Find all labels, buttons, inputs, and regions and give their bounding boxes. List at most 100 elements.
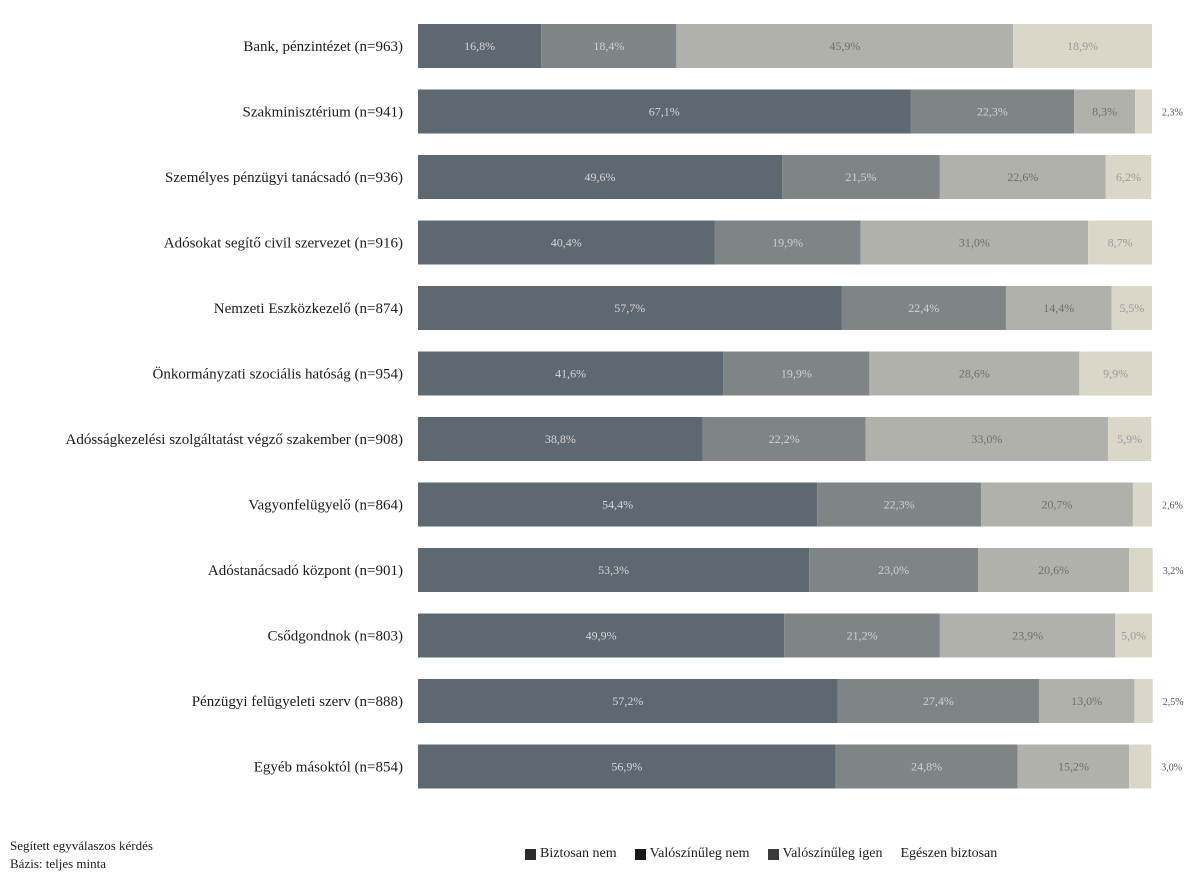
- bar-segment: [910, 89, 1075, 134]
- bar-row: Vagyonfelügyelő (n=864) 54,4% 22,3% 20,7% 2,…: [248, 482, 1183, 527]
- bar-segment: [782, 155, 940, 199]
- data-label: 67,1%: [649, 105, 680, 119]
- plot-area: Bank, pénzintézet (n=963) 16,8% 18,4% 45,9%…: [65, 24, 1184, 789]
- bar-segment: [1129, 548, 1153, 592]
- bar-segment: [418, 613, 785, 658]
- category-label: Önkormányzati szociális hatóság (n=954): [153, 366, 403, 383]
- data-label: 21,2%: [847, 629, 878, 643]
- bar-row: Személyes pénzügyi tanácsadó (n=936) 49,6…: [165, 155, 1152, 199]
- bar-segment: [714, 220, 861, 265]
- data-label: 8,3%: [1092, 105, 1117, 119]
- bar-segment: [817, 482, 981, 527]
- bar-segment: [418, 744, 836, 789]
- bar-segment: [676, 24, 1014, 68]
- bar-segment: [841, 286, 1006, 330]
- data-label: 57,7%: [614, 301, 645, 315]
- data-label: 22,2%: [769, 432, 800, 446]
- bar-segment: [418, 220, 715, 265]
- bar-row: Önkormányzati szociális hatóság (n=954) 4…: [153, 351, 1152, 396]
- bar-segment: [418, 679, 838, 723]
- data-label: 49,6%: [585, 170, 616, 184]
- bar-segment: [1088, 220, 1152, 265]
- data-label: 22,3%: [977, 105, 1008, 119]
- data-label: 22,6%: [1007, 170, 1038, 184]
- bar-segment: [1105, 155, 1152, 199]
- bar-row: Adóstanácsadó központ (n=901) 53,3% 23,0% 2…: [208, 548, 1184, 592]
- bar-segment: [860, 220, 1089, 265]
- bar-segment: [1074, 89, 1136, 134]
- data-label: 13,0%: [1071, 694, 1102, 708]
- bar-segment: [939, 155, 1106, 199]
- bar-segment: [1111, 286, 1152, 330]
- data-label: 45,9%: [829, 39, 860, 53]
- data-label: 9,9%: [1103, 367, 1128, 381]
- data-label: 2,5%: [1163, 697, 1184, 708]
- legend-swatch: [634, 848, 646, 860]
- bar-row: Szakminisztérium (n=941) 67,1% 22,3% 8,3% 2,…: [242, 89, 1183, 134]
- bar-row: Nemzeti Eszközkezelő (n=874) 57,7% 22,4% 14…: [214, 286, 1152, 330]
- bar-segment: [978, 548, 1130, 592]
- bar-segment: [418, 155, 783, 199]
- bar-segment: [541, 24, 677, 68]
- data-label: 2,6%: [1162, 501, 1183, 512]
- bar-row: Adósokat segítő civil szervezet (n=916) 4…: [164, 220, 1152, 265]
- data-label: 6,2%: [1116, 170, 1141, 184]
- data-label: 31,0%: [959, 236, 990, 250]
- bar-segment: [1005, 286, 1112, 330]
- bar-segment: [418, 24, 542, 68]
- data-label: 22,3%: [884, 498, 915, 512]
- bar-segment: [1107, 417, 1152, 461]
- data-label: 54,4%: [602, 498, 633, 512]
- data-label: 19,9%: [781, 367, 812, 381]
- bar-segment: [418, 417, 703, 461]
- data-label: 5,0%: [1121, 629, 1146, 643]
- data-label: 41,6%: [555, 367, 586, 381]
- legend-item: Valószínűleg igen: [767, 846, 883, 862]
- legend-swatch: [767, 848, 779, 860]
- category-label: Csődgondnok (n=803): [267, 629, 403, 645]
- legend-item: Valószínűleg nem: [634, 846, 750, 862]
- question-note: Segített egyválaszos kérdés: [10, 838, 153, 853]
- bar-segment: [865, 417, 1108, 461]
- data-label: 18,4%: [593, 39, 624, 53]
- legend-item: Biztosan nem: [525, 846, 617, 862]
- data-label: 2,3%: [1162, 108, 1183, 119]
- legend-label: Egészen biztosan: [900, 846, 998, 861]
- category-label: Bank, pénzintézet (n=963): [243, 39, 403, 55]
- data-label: 22,4%: [908, 301, 939, 315]
- bar-segment: [418, 351, 724, 396]
- bar-segment: [1017, 744, 1130, 789]
- bar-row: Csődgondnok (n=803) 49,9% 21,2% 23,9% 5,0%: [267, 613, 1152, 658]
- data-label: 20,7%: [1041, 498, 1072, 512]
- data-label: 16,8%: [464, 39, 495, 53]
- category-label: Adósságkezelési szolgáltatást végző szak…: [65, 432, 403, 448]
- bar-segment: [980, 482, 1133, 527]
- data-label: 28,6%: [959, 367, 990, 381]
- bar-row: Pénzügyi felügyeleti szerv (n=888) 57,2% 2…: [192, 679, 1184, 723]
- data-label: 24,8%: [911, 760, 942, 774]
- data-label: 56,9%: [611, 760, 642, 774]
- bar-row: Egyéb másoktól (n=854) 56,9% 24,8% 15,2% 3,0…: [254, 744, 1182, 789]
- legend: Biztosan nem Valószínűleg nem Valószínűleg…: [525, 846, 997, 862]
- data-label: 5,5%: [1119, 301, 1144, 315]
- data-label: 5,9%: [1117, 432, 1142, 446]
- category-label: Nemzeti Eszközkezelő (n=874): [214, 301, 403, 317]
- data-label: 40,4%: [551, 236, 582, 250]
- category-label: Személyes pénzügyi tanácsadó (n=936): [165, 170, 403, 186]
- data-label: 27,4%: [923, 694, 954, 708]
- data-label: 3,0%: [1161, 763, 1182, 774]
- data-label: 53,3%: [598, 563, 629, 577]
- data-label: 38,8%: [545, 432, 576, 446]
- bar-segment: [835, 744, 1018, 789]
- bar-segment: [418, 482, 818, 527]
- bar-segment: [1129, 744, 1152, 789]
- legend-label: Valószínűleg igen: [782, 846, 883, 861]
- category-label: Vagyonfelügyelő (n=864): [248, 498, 403, 514]
- data-label: 49,9%: [586, 629, 617, 643]
- legend-swatch: [525, 848, 536, 860]
- bar-segment: [1079, 351, 1152, 396]
- category-label: Szakminisztérium (n=941): [242, 105, 403, 121]
- data-label: 23,0%: [878, 563, 909, 577]
- bar-row: Bank, pénzintézet (n=963) 16,8% 18,4% 45,9%…: [243, 24, 1152, 68]
